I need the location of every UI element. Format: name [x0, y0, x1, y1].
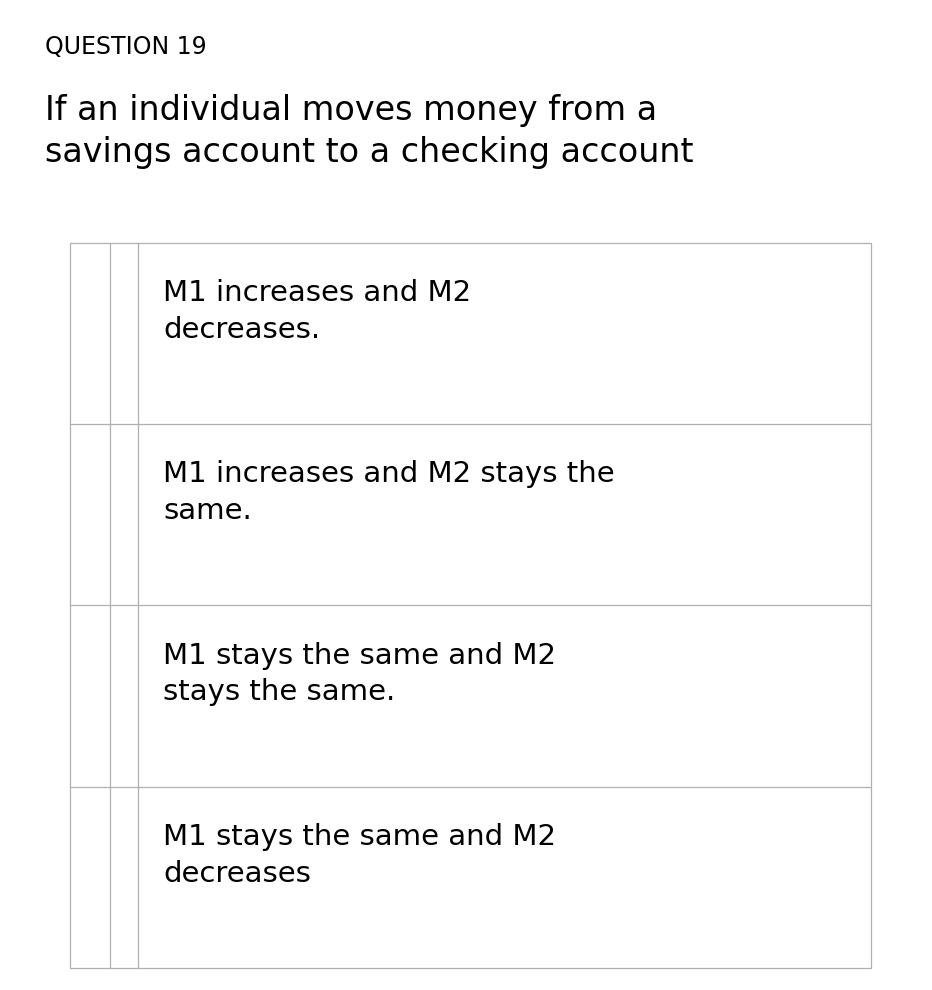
Text: M1 stays the same and M2
stays the same.: M1 stays the same and M2 stays the same.	[163, 642, 556, 707]
FancyBboxPatch shape	[70, 243, 871, 968]
Text: M1 stays the same and M2
decreases: M1 stays the same and M2 decreases	[163, 823, 556, 888]
Text: QUESTION 19: QUESTION 19	[45, 35, 206, 58]
Text: M1 increases and M2 stays the
same.: M1 increases and M2 stays the same.	[163, 460, 615, 525]
Text: If an individual moves money from a
savings account to a checking account: If an individual moves money from a savi…	[45, 94, 693, 169]
Text: M1 increases and M2
decreases.: M1 increases and M2 decreases.	[163, 279, 472, 344]
